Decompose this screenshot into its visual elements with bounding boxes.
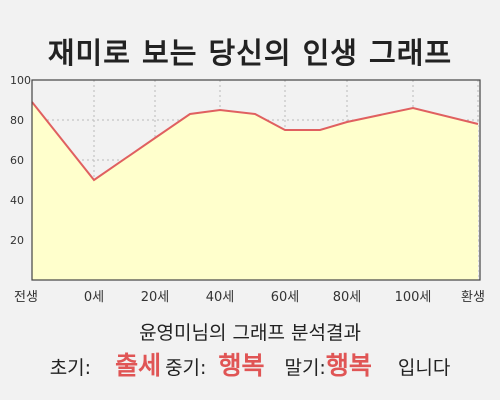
y-tick-label: 40 bbox=[10, 194, 24, 207]
result-line: 초기: 출세 중기: 행복 말기: 행복 입니다 bbox=[0, 346, 500, 382]
x-tick-label: 20세 bbox=[141, 290, 170, 305]
x-tick-label: 전생 bbox=[14, 290, 38, 305]
x-tick-label: 0세 bbox=[84, 290, 104, 305]
series-line bbox=[31, 101, 479, 182]
area-fill bbox=[32, 102, 478, 280]
y-axis-ticks: 20 40 60 80 100 bbox=[10, 74, 31, 247]
late-label: 말기: bbox=[284, 357, 326, 379]
late-value: 행복 bbox=[325, 351, 372, 380]
x-axis-ticks: 전생 0세 20세 40세 60세 80세 100세 환생 bbox=[14, 290, 485, 305]
mid-label: 중기: bbox=[165, 357, 207, 379]
y-tick-label: 60 bbox=[10, 154, 24, 167]
mid-value: 행복 bbox=[218, 351, 265, 380]
summary-heading: 윤영미님의 그래프 분석결과 bbox=[139, 322, 361, 344]
y-tick-label: 20 bbox=[10, 234, 24, 247]
early-value: 출세 bbox=[115, 351, 162, 380]
x-tick-label: 100세 bbox=[395, 290, 432, 305]
early-label: 초기: bbox=[49, 357, 92, 379]
x-tick-label: 40세 bbox=[206, 290, 235, 305]
chart-title: 재미로 보는 당신의 인생 그래프 bbox=[47, 36, 453, 70]
x-tick-label: 환생 bbox=[461, 290, 485, 305]
suffix-text: 입니다 bbox=[397, 357, 451, 379]
x-tick-label: 60세 bbox=[271, 290, 300, 305]
x-tick-label: 80세 bbox=[333, 290, 362, 305]
plot-frame bbox=[31, 79, 481, 281]
y-tick-label: 80 bbox=[10, 114, 24, 127]
y-tick-label: 100 bbox=[10, 74, 31, 87]
